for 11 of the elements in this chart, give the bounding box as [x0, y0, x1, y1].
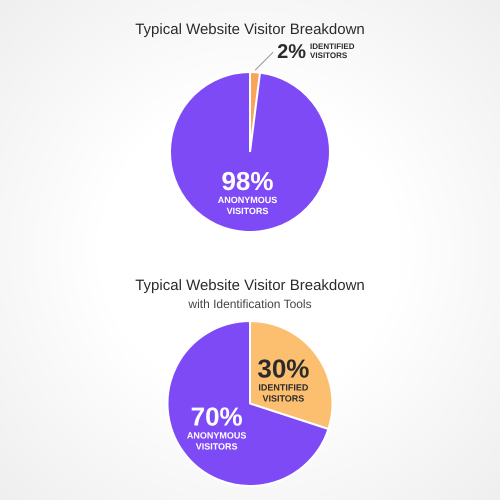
slice-label: IDENTIFIED VISITORS	[310, 42, 355, 60]
data-label: 2%	[277, 41, 306, 64]
data-label: 30%	[257, 353, 310, 384]
data-label: 70%	[190, 402, 243, 432]
slice-label: ANONYMOUS VISITORS	[218, 194, 278, 216]
chart-title: Typical Website Visitor Breakdown	[134, 276, 366, 295]
slice-label: ANONYMOUS VISITORS	[186, 430, 246, 452]
chart-subtitle: with Identification Tools	[187, 296, 313, 312]
data-label: 98%	[221, 166, 274, 196]
slice-label: IDENTIFIED VISITORS	[258, 382, 309, 404]
chart-title: Typical Website Visitor Breakdown	[134, 20, 366, 39]
